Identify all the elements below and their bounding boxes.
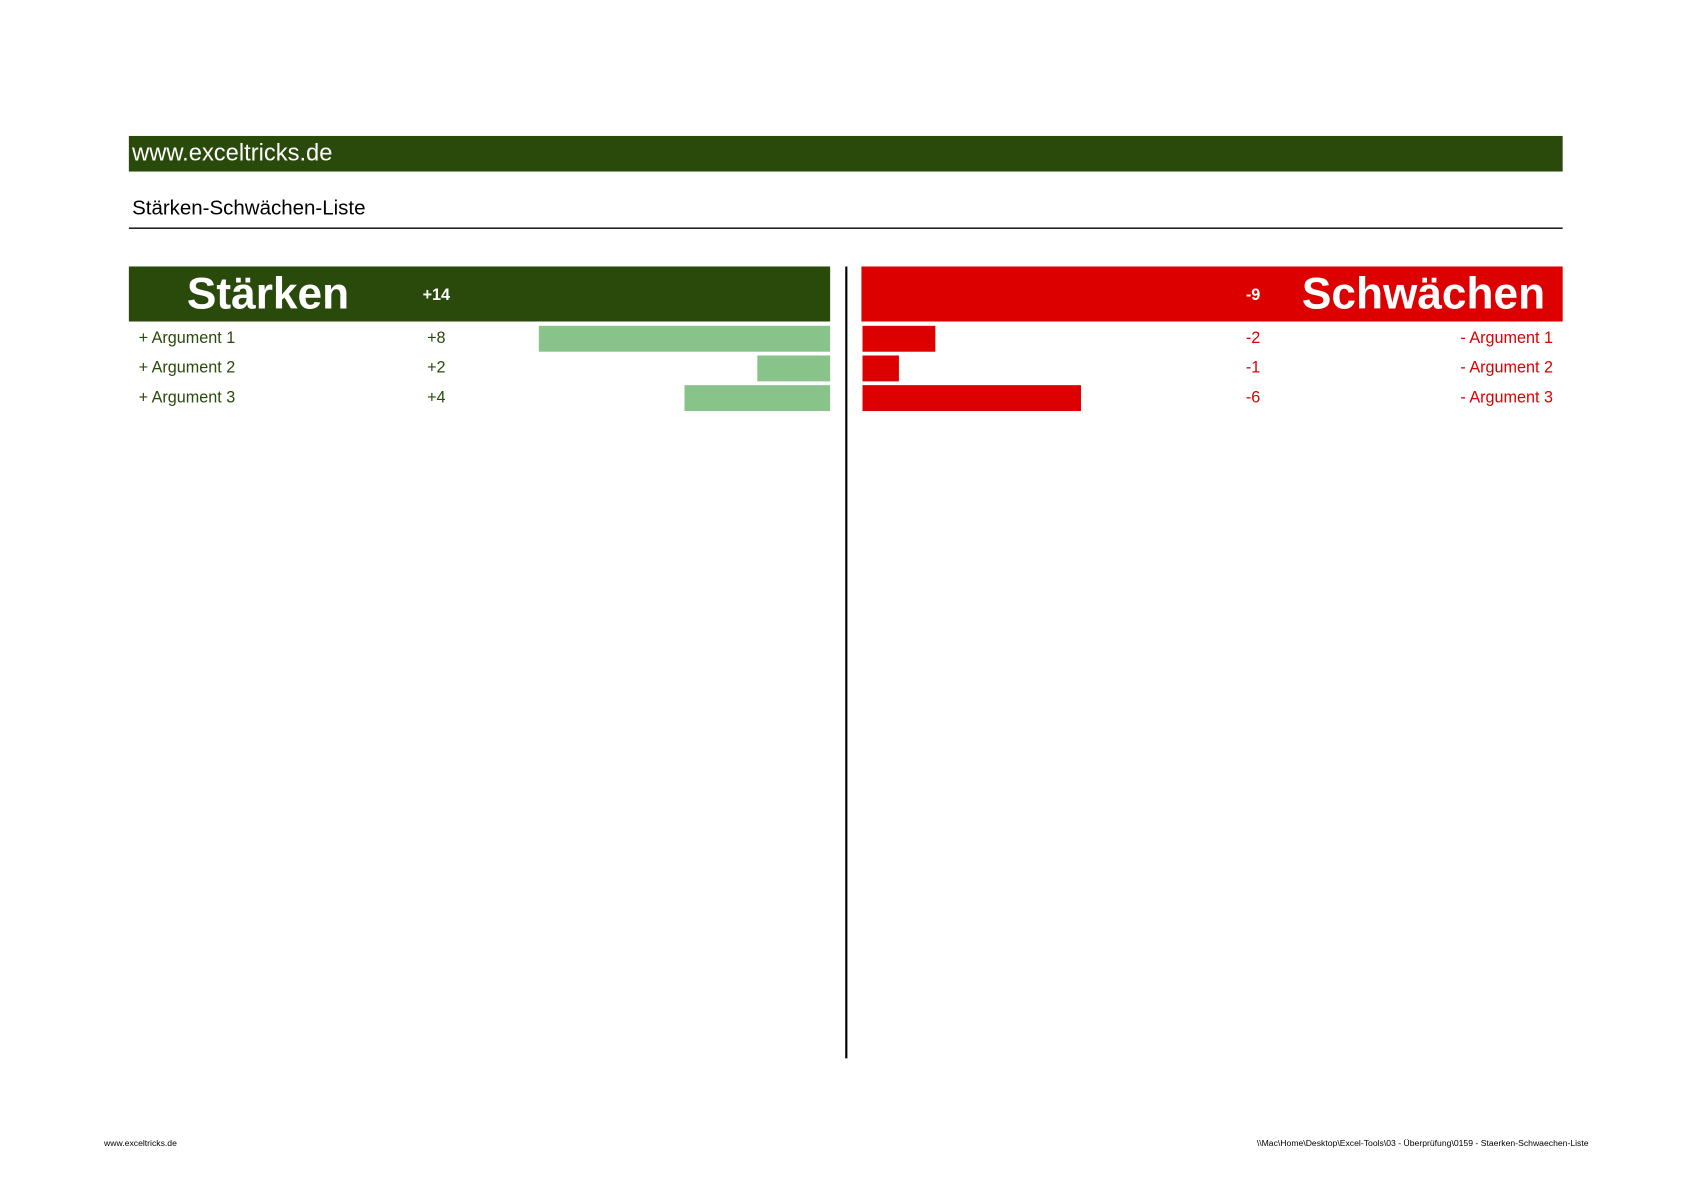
- strengths-title: Stärken: [187, 269, 349, 318]
- strength-value: +2: [427, 359, 445, 377]
- weaknesses-header: [861, 266, 1563, 322]
- footer-left: www.exceltricks.de: [103, 1138, 177, 1148]
- weakness-label: - Argument 1: [1460, 329, 1553, 347]
- weakness-value: -2: [1246, 329, 1260, 347]
- site-bar: [128, 135, 1563, 172]
- strength-bar: [684, 385, 831, 412]
- strength-bar: [538, 325, 831, 352]
- weakness-bar: [862, 325, 936, 352]
- weakness-bar: [862, 355, 899, 382]
- weakness-bar: [862, 385, 1081, 412]
- weakness-label: - Argument 3: [1460, 388, 1553, 406]
- weakness-label: - Argument 2: [1460, 359, 1553, 377]
- strengths-total: +14: [423, 286, 450, 304]
- strength-label: + Argument 1: [139, 329, 236, 347]
- weaknesses-title: Schwächen: [1302, 269, 1545, 318]
- weaknesses-total: -9: [1246, 286, 1260, 304]
- strengths-header: [128, 266, 831, 322]
- strength-value: +4: [427, 388, 445, 406]
- strength-label: + Argument 2: [139, 359, 236, 377]
- strength-bar: [757, 355, 831, 382]
- strength-value: +8: [427, 329, 445, 347]
- sheet-title: Stärken-Schwächen-Liste: [132, 197, 365, 220]
- site-name: www.exceltricks.de: [131, 141, 332, 167]
- weakness-value: -1: [1246, 359, 1260, 377]
- footer-right: \\Mac\Home\Desktop\Excel-Tools\03 - Über…: [1257, 1138, 1589, 1148]
- weakness-value: -6: [1246, 388, 1260, 406]
- strength-label: + Argument 3: [139, 388, 236, 406]
